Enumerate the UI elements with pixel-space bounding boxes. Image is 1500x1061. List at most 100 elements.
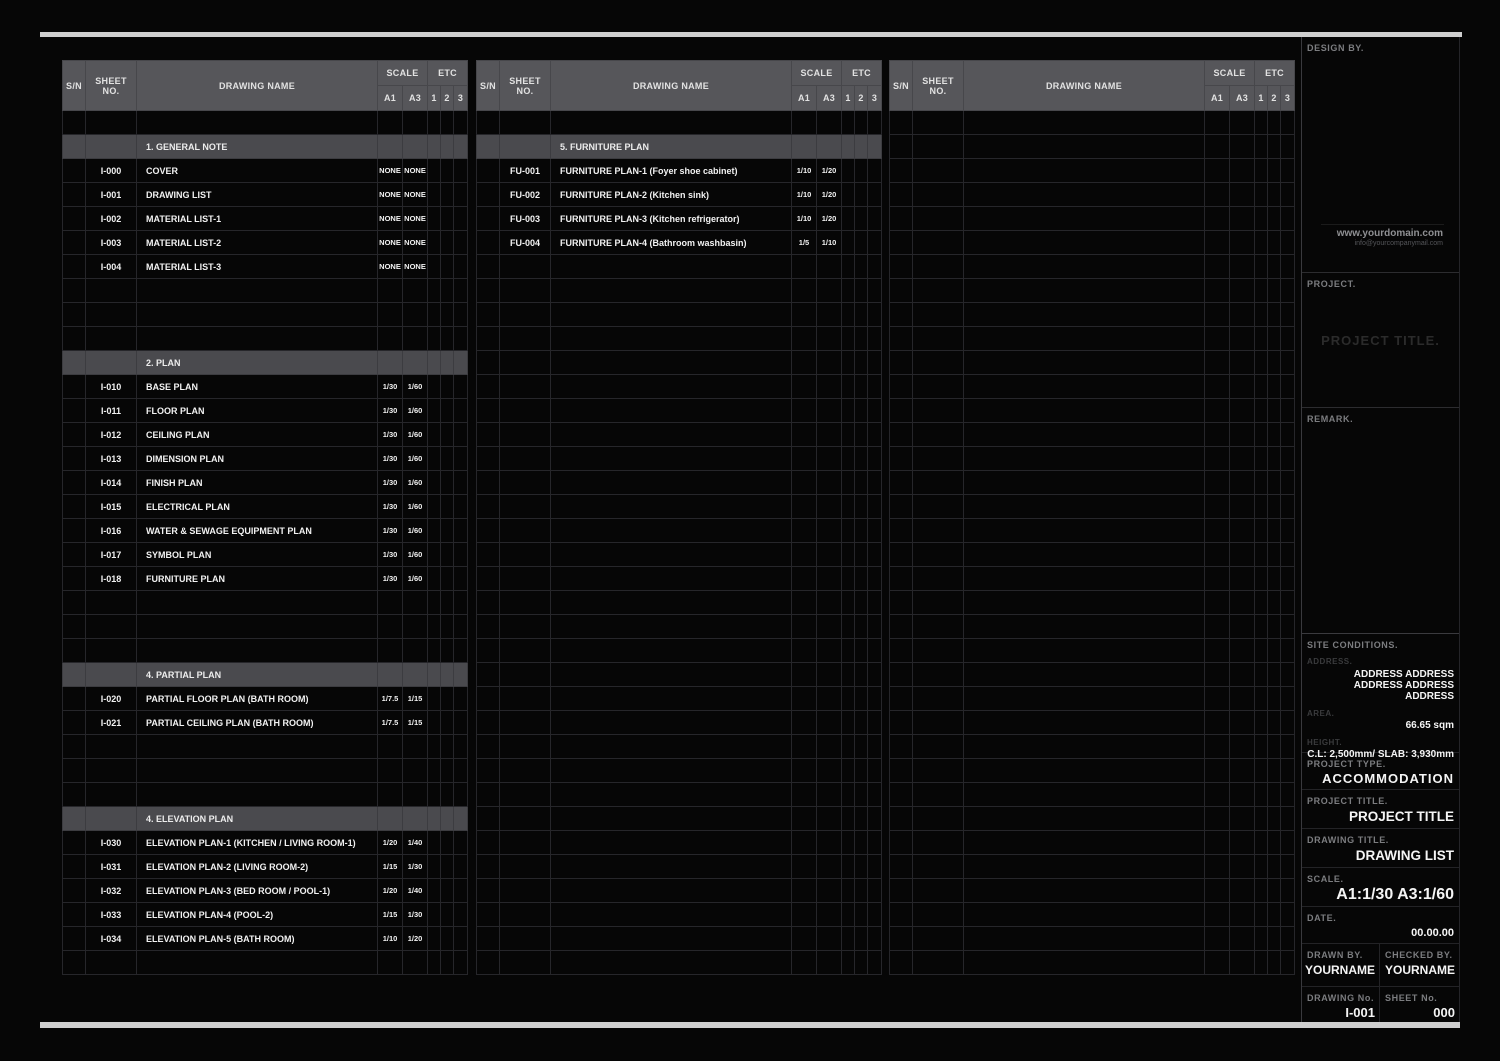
cell-sn (62, 374, 86, 399)
cell-sn (62, 278, 86, 303)
cell-sn (62, 782, 86, 807)
cell-etc-1 (1254, 158, 1269, 183)
cell-drawing-name (963, 302, 1205, 327)
col-header-a3: A3 (815, 85, 843, 111)
cell-sn (889, 590, 913, 615)
drawing-row: I-011 FLOOR PLAN 1/30 1/60 (62, 398, 469, 423)
cell-sn (889, 230, 913, 255)
empty-row (476, 110, 883, 135)
cell-sn (62, 230, 86, 255)
cell-drawing-name (136, 326, 378, 351)
empty-row (476, 470, 883, 495)
cell-etc-2 (1267, 230, 1282, 255)
cell-sn (889, 158, 913, 183)
empty-row (476, 278, 883, 303)
cell-scale-a3 (1228, 902, 1256, 927)
cell-scale-a3 (401, 278, 429, 303)
cell-etc-3 (453, 662, 469, 687)
drawing-row: I-012 CEILING PLAN 1/30 1/60 (62, 422, 469, 447)
empty-row (476, 830, 883, 855)
cell-scale-a3 (815, 350, 843, 375)
cell-etc-2 (854, 206, 869, 231)
cell-sn (889, 566, 913, 591)
cell-scale-a3: 1/60 (401, 374, 429, 399)
cell-sn (476, 374, 500, 399)
cell-sn (476, 470, 500, 495)
cell-scale-a1 (1204, 590, 1230, 615)
cell-etc-1 (841, 206, 856, 231)
cell-etc-2 (440, 446, 455, 471)
cell-sn (62, 686, 86, 711)
cell-etc-1 (1254, 326, 1269, 351)
col-header-a3: A3 (1228, 85, 1256, 111)
cell-sheet-no (499, 446, 551, 471)
cell-etc-1 (841, 950, 856, 975)
cell-etc-3 (453, 806, 469, 831)
cell-etc-2 (1267, 326, 1282, 351)
cell-sn (62, 614, 86, 639)
col-header-a1: A1 (791, 85, 817, 111)
cell-etc-2 (1267, 830, 1282, 855)
cell-drawing-name (963, 494, 1205, 519)
cell-etc-3 (867, 254, 883, 279)
cell-etc-3 (1280, 182, 1296, 207)
sheet-no-cell: SHEET No. 000 (1380, 987, 1459, 1022)
title-block: DESIGN BY. www.yourdomain.com info@yourc… (1301, 37, 1460, 1022)
cell-sn (476, 854, 500, 879)
cell-drawing-name (963, 350, 1205, 375)
cell-sheet-no (499, 758, 551, 783)
cell-sheet-no: I-033 (85, 902, 137, 927)
cell-sn (62, 326, 86, 351)
empty-row (889, 134, 1296, 159)
drawing-title-label: DRAWING TITLE. (1307, 835, 1389, 845)
drawing-number-section: DRAWING No. I-001 SHEET No. 000 (1302, 987, 1459, 1022)
project-type-value: ACCOMMODATION (1322, 771, 1454, 786)
cell-scale-a1 (791, 950, 817, 975)
cell-scale-a1 (1204, 374, 1230, 399)
cell-etc-1 (427, 662, 442, 687)
cell-etc-3 (453, 470, 469, 495)
company-contact: www.yourdomain.com info@yourcompanymail.… (1337, 228, 1443, 247)
cell-etc-3 (1280, 926, 1296, 951)
cell-etc-1 (427, 614, 442, 639)
date-value: 00.00.00 (1411, 927, 1454, 939)
cell-scale-a1 (791, 326, 817, 351)
checked-by-value: YOURNAME (1384, 963, 1455, 977)
cell-etc-2 (854, 806, 869, 831)
cell-etc-1 (427, 470, 442, 495)
cell-etc-3 (867, 590, 883, 615)
cell-etc-3 (453, 782, 469, 807)
cell-etc-3 (867, 494, 883, 519)
cell-drawing-name (963, 830, 1205, 855)
cell-sheet-no (499, 134, 551, 159)
cell-etc-3 (453, 854, 469, 879)
cell-etc-3 (1280, 470, 1296, 495)
cell-etc-3 (1280, 398, 1296, 423)
cell-scale-a1: 1/15 (377, 854, 403, 879)
cell-sn (889, 350, 913, 375)
cell-scale-a3 (1228, 686, 1256, 711)
cell-etc-1 (1254, 638, 1269, 663)
cell-scale-a1 (1204, 422, 1230, 447)
empty-row (889, 854, 1296, 879)
cell-etc-2 (1267, 278, 1282, 303)
empty-row (62, 302, 469, 327)
cell-etc-1 (427, 518, 442, 543)
project-title-placeholder: PROJECT TITLE. (1321, 333, 1440, 348)
cell-sn (889, 878, 913, 903)
cell-etc-1 (427, 398, 442, 423)
cell-sn (889, 662, 913, 687)
cell-etc-3 (867, 542, 883, 567)
cell-sheet-no (912, 398, 964, 423)
cell-etc-3 (1280, 278, 1296, 303)
col-header-etc-3: 3 (453, 85, 469, 111)
cell-sn (476, 110, 500, 135)
cell-sn (476, 662, 500, 687)
cell-etc-3 (453, 494, 469, 519)
cell-etc-2 (440, 350, 455, 375)
cell-etc-3 (1280, 710, 1296, 735)
cell-scale-a1 (1204, 830, 1230, 855)
cell-scale-a3: 1/15 (401, 686, 429, 711)
cell-etc-2 (854, 566, 869, 591)
cell-scale-a1 (791, 710, 817, 735)
